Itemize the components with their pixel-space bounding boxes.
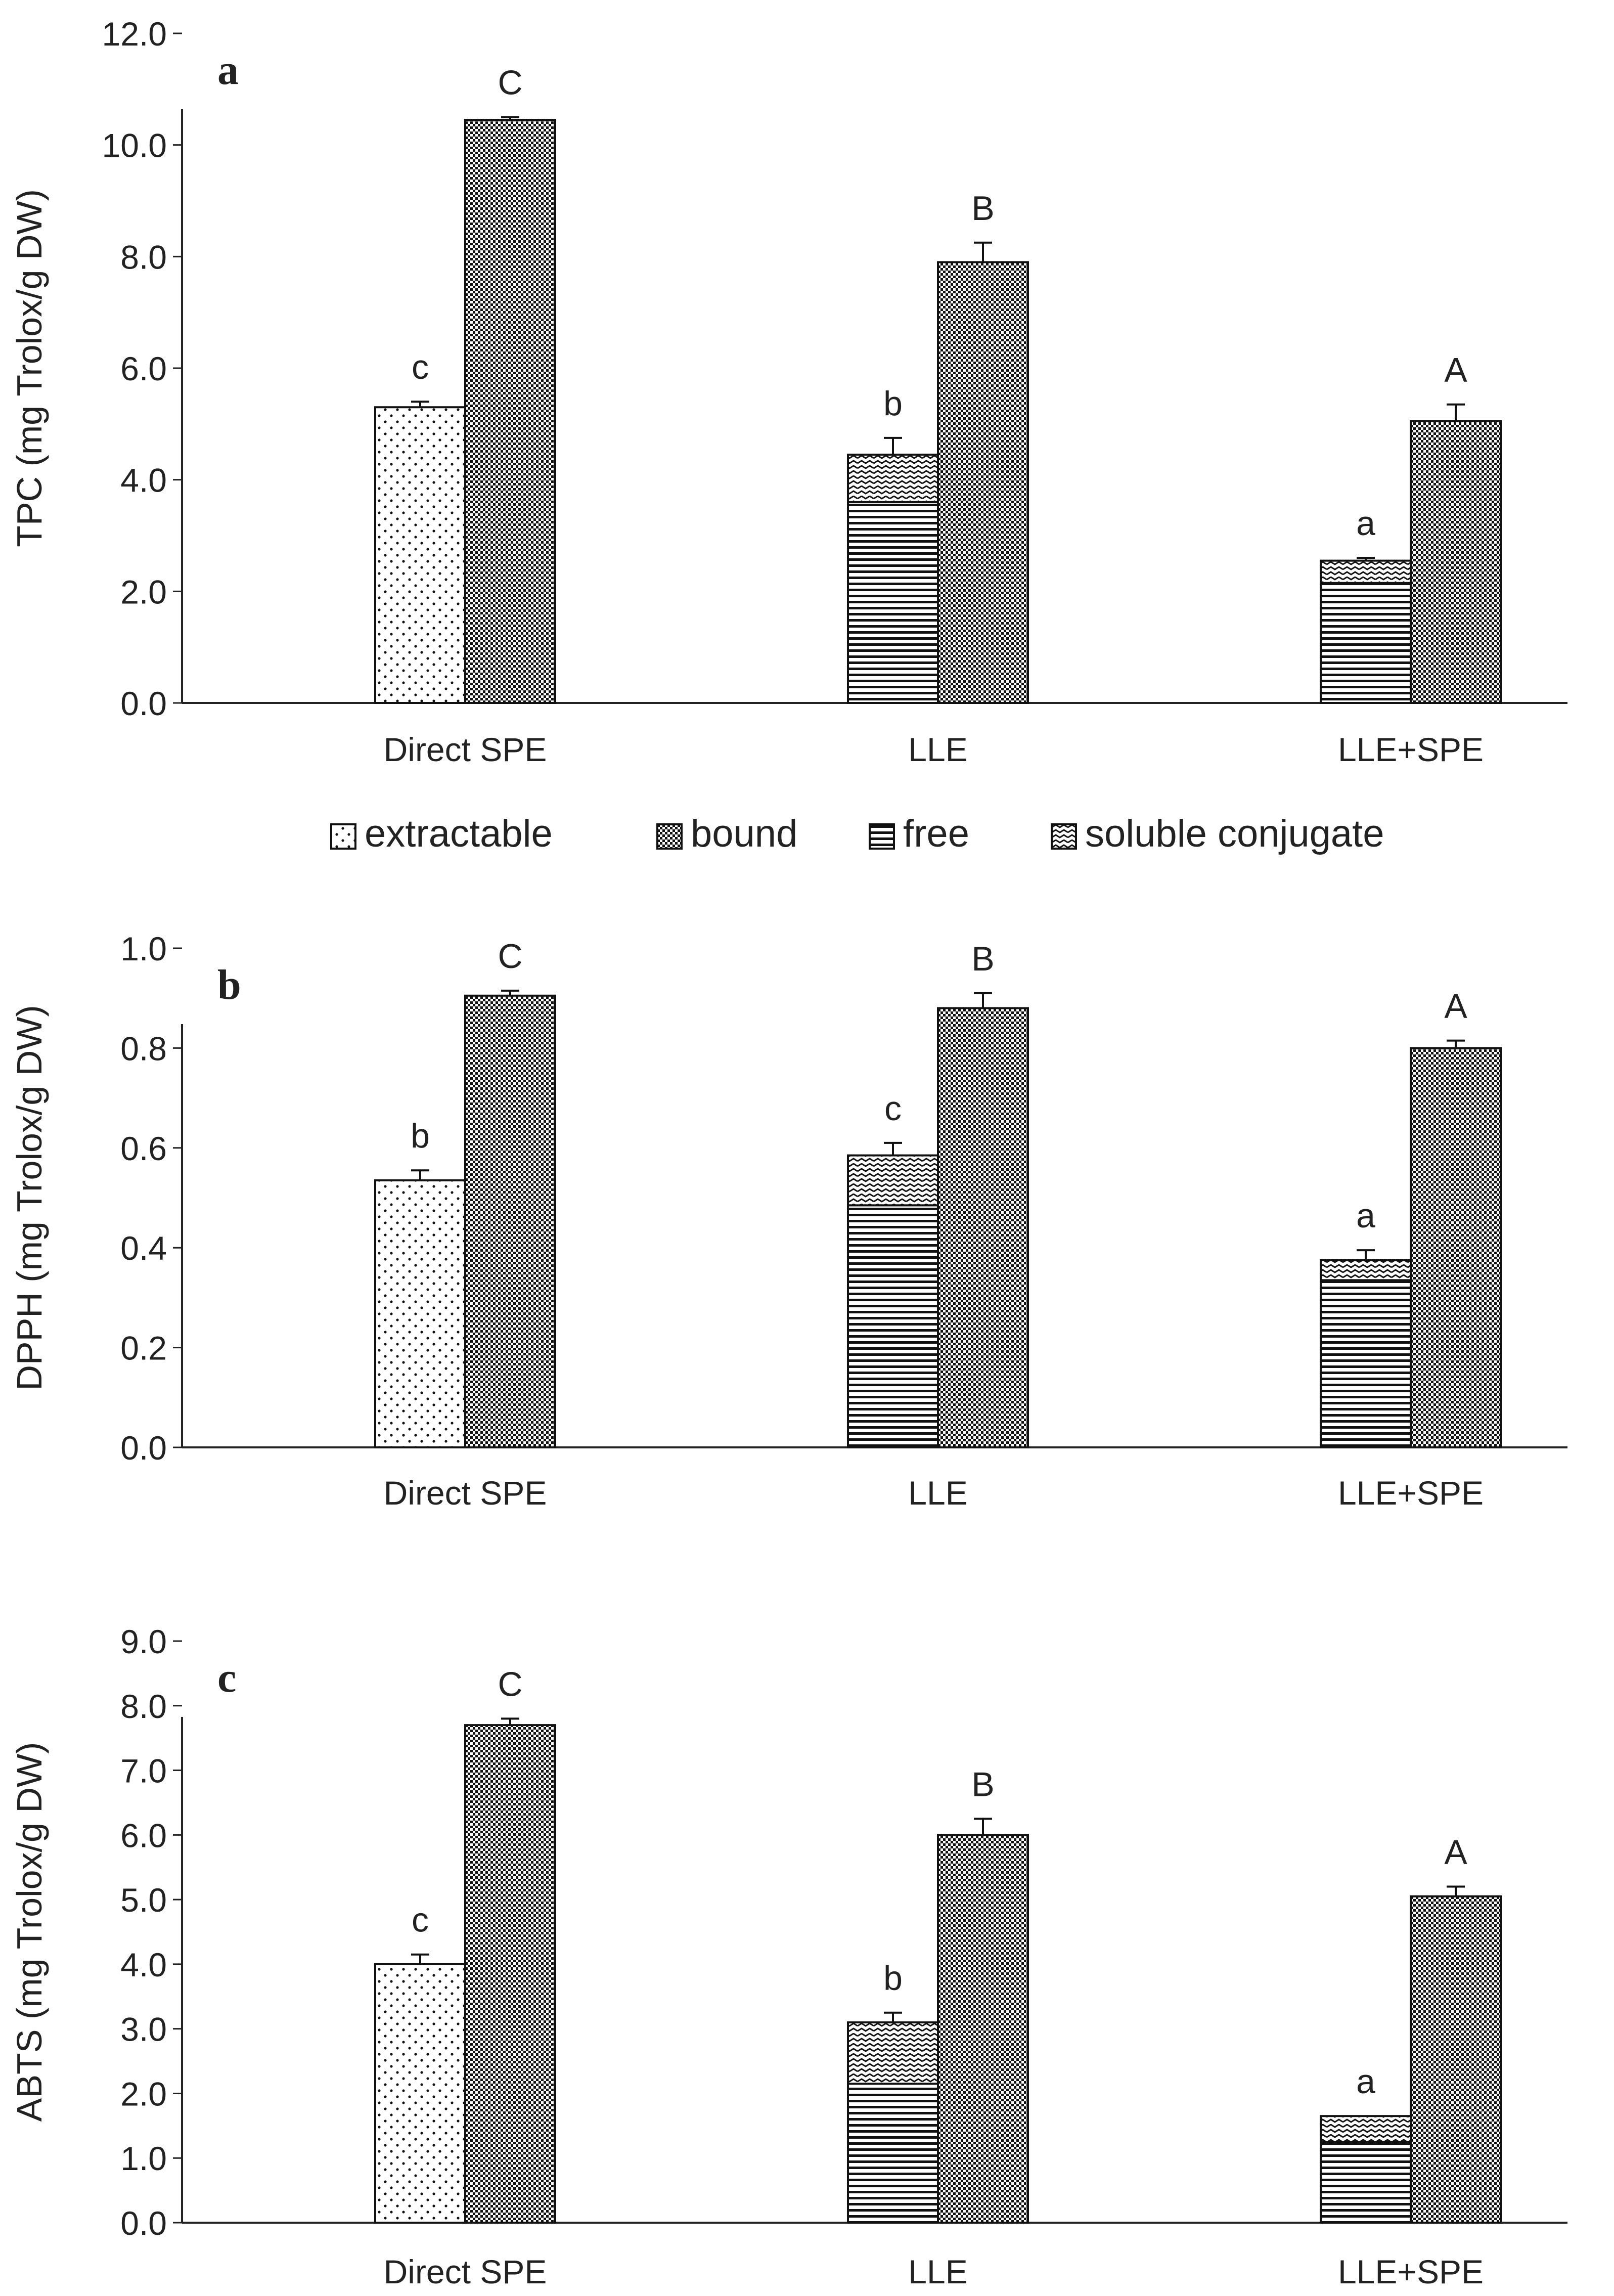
y-tick-label: 0.4 (120, 1229, 167, 1267)
bar-free (1320, 1279, 1412, 1448)
y-tick-label: 6.0 (120, 1817, 167, 1854)
y-tick-label: 6.0 (120, 350, 167, 387)
bar-soluble-conjugate (847, 2021, 939, 2085)
y-tick-label: 1.0 (120, 2140, 167, 2177)
legend-swatch (656, 823, 683, 850)
significance-letter: B (971, 189, 994, 228)
y-axis-label: ABTS (mg Trolox/g DW) (10, 1742, 49, 2122)
bar-bound (464, 119, 556, 704)
y-tick-label: 0.0 (120, 685, 167, 722)
y-tick-label: 7.0 (120, 1752, 167, 1790)
panel-letter: a (217, 47, 239, 94)
legend-label: extractable (365, 812, 553, 855)
bar-bound (464, 1724, 556, 2224)
y-axis-label: TPC (mg Trolox/g DW) (10, 189, 49, 547)
bar-free (847, 501, 939, 704)
y-tick-label: 0.2 (120, 1330, 167, 1367)
y-tick-label: 0.6 (120, 1130, 167, 1167)
y-tick-label: 3.0 (120, 2011, 167, 2048)
significance-letter: A (1444, 987, 1467, 1026)
panel-b: 0.0 0.2 0.4 0.6 0.8 1.0 DPPH (mg Trolox/g DW) b… (10, 930, 1567, 1512)
significance-letter: c (884, 1089, 902, 1128)
legend-swatch (330, 823, 356, 850)
panel-a: 0.0 2.0 4.0 6.0 8.0 10.0 12.0 TPC (mg Trolox/g … (10, 15, 1567, 768)
significance-letter: b (883, 384, 903, 423)
y-tick-label: 9.0 (120, 1623, 167, 1660)
significance-letter: A (1444, 1833, 1467, 1872)
significance-letter: a (1356, 2062, 1375, 2101)
x-category-label: Direct SPE (384, 2253, 547, 2290)
bar-free (1320, 2141, 1412, 2224)
bar-bound (1410, 420, 1502, 704)
x-category-label: Direct SPE (384, 731, 547, 768)
y-tick-label: 4.0 (120, 1946, 167, 1983)
bar-free (847, 2083, 939, 2224)
legend-label: soluble conjugate (1085, 812, 1384, 855)
y-tick-label: 0.0 (120, 1429, 167, 1467)
significance-letter: B (971, 940, 994, 978)
y-tick-label: 0.8 (120, 1030, 167, 1067)
legend: extractable bound free soluble conjugate (330, 812, 1384, 855)
bar-bound (464, 994, 556, 1448)
bar-extractable (374, 1963, 466, 2224)
y-tick-label: 0.0 (120, 2204, 167, 2242)
y-tick-label: 8.0 (120, 1688, 167, 1725)
significance-letter: B (971, 1765, 994, 1803)
y-tick-label: 4.0 (120, 462, 167, 499)
bar-free (847, 1204, 939, 1448)
bar-soluble-conjugate (1320, 559, 1412, 584)
x-category-label: LLE (908, 1474, 967, 1512)
y-tick-label: 12.0 (102, 15, 167, 53)
y-tick-label: 1.0 (120, 930, 167, 967)
bar-extractable (374, 406, 466, 704)
legend-item-bound: bound (656, 812, 797, 855)
legend-swatch (1051, 823, 1077, 850)
bar-soluble-conjugate (1320, 2115, 1412, 2143)
legend-item-extractable: extractable (330, 812, 553, 855)
bar-bound (1410, 1047, 1502, 1448)
y-tick-label: 2.0 (120, 2075, 167, 2112)
panels: 0.0 2.0 4.0 6.0 8.0 10.0 12.0 TPC (mg Trolox/g … (10, 15, 1567, 2290)
bar-free (1320, 582, 1412, 704)
bar-bound (937, 1834, 1029, 2224)
significance-letter: c (412, 348, 429, 386)
x-category-label: LLE+SPE (1338, 731, 1484, 768)
significance-letter: C (498, 64, 522, 102)
bar-bound (1410, 1895, 1502, 2224)
y-tick-label: 2.0 (120, 573, 167, 610)
bar-bound (937, 1007, 1029, 1448)
bar-bound (937, 261, 1029, 704)
significance-letter: a (1356, 504, 1375, 543)
significance-letter: c (412, 1901, 429, 1939)
x-category-label: LLE+SPE (1338, 2253, 1484, 2290)
panel-letter: b (217, 961, 241, 1008)
y-tick-label: 10.0 (102, 127, 167, 164)
significance-letter: C (498, 1665, 522, 1703)
bar-soluble-conjugate (847, 454, 939, 503)
legend-label: free (903, 812, 969, 855)
significance-letter: b (883, 1959, 903, 1998)
y-axis-label: DPPH (mg Trolox/g DW) (10, 1005, 49, 1390)
x-category-label: LLE (908, 2253, 967, 2290)
x-category-label: Direct SPE (384, 1474, 547, 1512)
bar-soluble-conjugate (847, 1154, 939, 1207)
x-category-label: LLE (908, 731, 967, 768)
panel-c: 0.0 1.0 2.0 3.0 4.0 5.0 6.0 7.0 8.0 9.0 ABTS (mg T… (10, 1623, 1567, 2290)
legend-label: bound (691, 812, 797, 855)
y-tick-label: 5.0 (120, 1881, 167, 1919)
legend-item-soluble-conjugate: soluble conjugate (1051, 812, 1384, 855)
legend-item-free: free (869, 812, 969, 855)
legend-swatch (869, 823, 895, 850)
significance-letter: a (1356, 1197, 1375, 1235)
x-category-label: LLE+SPE (1338, 1474, 1484, 1512)
significance-letter: b (411, 1117, 430, 1155)
significance-letter: C (498, 937, 522, 976)
y-tick-label: 8.0 (120, 238, 167, 276)
panel-letter: c (217, 1654, 236, 1701)
bar-extractable (374, 1179, 466, 1449)
bar-soluble-conjugate (1320, 1259, 1412, 1282)
significance-letter: A (1444, 351, 1467, 389)
